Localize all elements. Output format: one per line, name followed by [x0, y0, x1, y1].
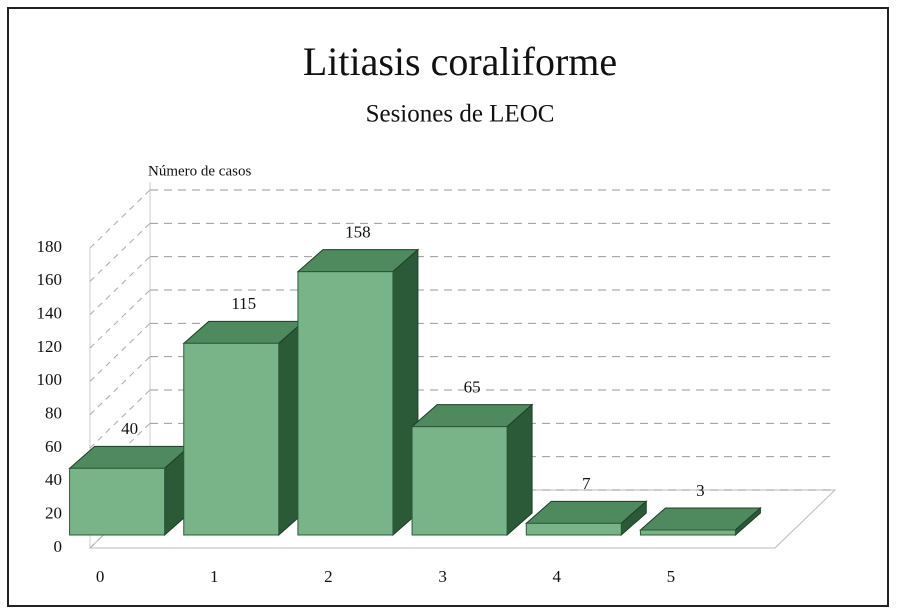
x-tick-label: 4: [553, 567, 562, 586]
bar: [297, 271, 394, 536]
y-tick-label: 20: [45, 504, 62, 523]
y-tick-label: 40: [45, 470, 62, 489]
x-tick-label: 2: [324, 567, 333, 586]
bar: [69, 467, 166, 536]
bar: [639, 529, 736, 536]
y-tick-label: 80: [45, 404, 62, 423]
grid-line: [89, 189, 151, 249]
grid-line: [89, 222, 151, 282]
grid-line: [89, 289, 151, 349]
bar: [183, 342, 280, 536]
y-tick-label: 180: [37, 237, 63, 256]
bar-side: [506, 403, 533, 537]
grid-line: [89, 256, 151, 316]
value-label: 158: [345, 223, 371, 242]
chart-subtitle: Sesiones de LEOC: [366, 101, 555, 128]
grid-line: [89, 356, 151, 416]
chart-title: Litiasis coraliforme: [303, 39, 617, 84]
value-label: 7: [582, 474, 591, 493]
bar: [525, 522, 622, 536]
y-tick-label: 140: [37, 304, 63, 323]
value-label: 65: [464, 378, 481, 397]
y-tick-label: 160: [37, 270, 63, 289]
y-axis-label: Número de casos: [148, 163, 251, 179]
value-label: 3: [696, 481, 705, 500]
value-label: 40: [121, 419, 138, 438]
y-tick-label: 100: [37, 370, 63, 389]
y-tick-label: 120: [37, 337, 63, 356]
x-tick-label: 3: [438, 567, 447, 586]
y-tick-label: 60: [45, 437, 62, 456]
bar: [411, 426, 508, 536]
value-label: 115: [231, 294, 256, 313]
x-tick-label: 0: [96, 567, 105, 586]
x-tick-label: 1: [210, 567, 219, 586]
grid-line: [89, 389, 151, 449]
grid-line: [89, 322, 151, 382]
y-tick-label: 0: [54, 537, 63, 556]
x-tick-label: 5: [667, 567, 676, 586]
